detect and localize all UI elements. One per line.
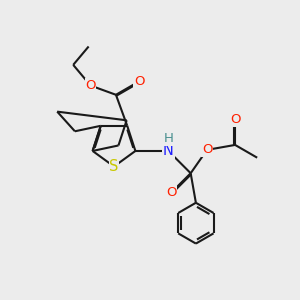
Text: H: H bbox=[164, 133, 173, 146]
Text: O: O bbox=[166, 186, 177, 199]
Text: O: O bbox=[230, 113, 240, 126]
Text: O: O bbox=[85, 79, 96, 92]
Text: S: S bbox=[109, 159, 119, 174]
Text: O: O bbox=[202, 143, 212, 156]
Text: N: N bbox=[163, 143, 174, 158]
Text: O: O bbox=[134, 75, 145, 88]
